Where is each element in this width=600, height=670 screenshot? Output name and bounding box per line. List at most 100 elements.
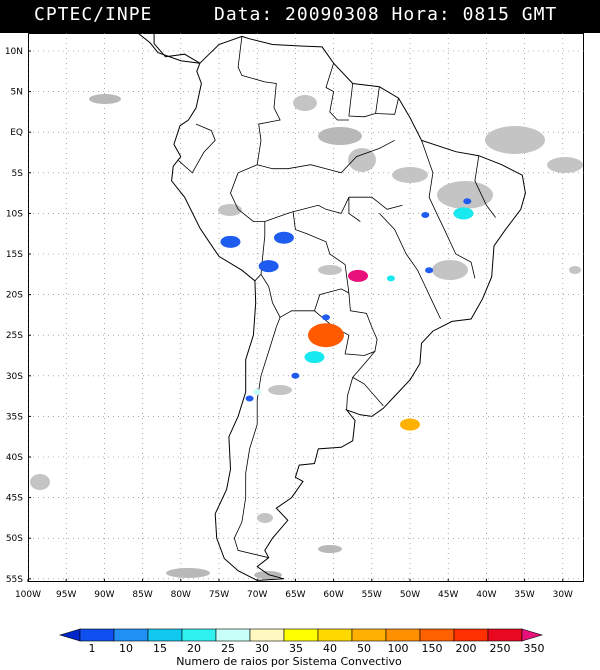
- lat-tick-label: 5N: [11, 88, 23, 98]
- datetime-label: Data: 20090308 Hora: 0815 GMT: [214, 4, 558, 25]
- colorbar-tick-label: 350: [524, 642, 545, 655]
- country-border: [348, 196, 403, 210]
- cloud-patch: [547, 157, 583, 173]
- cloud-patch: [485, 126, 545, 154]
- country-border: [292, 211, 350, 311]
- colorbar: 1 10 15 20 25 30 35 40 50 100 150 200 250 350: [58, 628, 545, 655]
- axis-ticks: 10N 5N EQ 5S 10S 15S 20S 25S 30S 35S 40S 45S 50S 55S 1…: [5, 47, 573, 600]
- country-border: [230, 164, 266, 282]
- cloud-patch: [254, 571, 282, 579]
- cloud-layer: [30, 94, 583, 579]
- storm-cell: [258, 260, 279, 273]
- storm-cell: [421, 212, 430, 219]
- colorbar-tick-label: 250: [490, 642, 511, 655]
- header-bar: CPTEC/INPE Data: 20090308 Hora: 0815 GMT: [0, 0, 600, 33]
- lon-tick-label: 40W: [476, 590, 496, 600]
- colorbar-tick-label: 30: [255, 642, 269, 655]
- cloud-patch: [257, 513, 273, 523]
- colorbar-tick-label: 100: [388, 642, 409, 655]
- country-border: [237, 36, 281, 165]
- country-border: [264, 197, 361, 222]
- lat-tick-label: 45S: [6, 494, 23, 504]
- country-border: [233, 326, 277, 559]
- lat-tick-label: EQ: [10, 128, 23, 138]
- colorbar-swatch: [419, 628, 455, 642]
- colorbar-swatch: [215, 628, 251, 642]
- cloud-patch: [432, 260, 468, 280]
- lon-tick-label: 95W: [56, 590, 76, 600]
- lon-tick-label: 50W: [400, 590, 420, 600]
- country-border: [348, 83, 380, 118]
- country-border: [375, 98, 399, 115]
- cloud-patch: [392, 167, 428, 183]
- country-border: [474, 155, 496, 218]
- lat-tick-label: 30S: [6, 372, 23, 382]
- country-border: [421, 140, 476, 279]
- colorbar-tick-label: 10: [119, 642, 133, 655]
- lon-tick-label: 90W: [94, 590, 114, 600]
- colorbar-tick-label: 40: [323, 642, 337, 655]
- colorbar-tick-label: 150: [422, 642, 443, 655]
- lon-tick-label: 60W: [323, 590, 343, 600]
- agency-label: CPTEC/INPE: [34, 4, 153, 25]
- lon-tick-label: 100W: [15, 590, 41, 600]
- lat-tick-label: 15S: [6, 250, 23, 260]
- country-border: [279, 310, 315, 318]
- colorbar-arrow-right: [521, 628, 544, 642]
- cloud-patch: [318, 127, 362, 145]
- lat-tick-label: 10S: [6, 209, 23, 219]
- colorbar-swatch: [351, 628, 387, 642]
- lat-tick-label: 10N: [5, 47, 23, 57]
- storm-cell: [425, 267, 434, 274]
- storm-cell: [220, 235, 241, 248]
- lon-tick-label: 65W: [285, 590, 305, 600]
- storm-cell: [304, 351, 325, 364]
- central-america-coast: [137, 33, 200, 64]
- cloud-patch: [268, 385, 292, 395]
- storm-cell: [307, 323, 344, 348]
- lon-tick-label: 45W: [438, 590, 458, 600]
- colorbar-tick-label: 20: [187, 642, 201, 655]
- colorbar-tick-label: 50: [357, 642, 371, 655]
- country-border: [379, 213, 441, 320]
- cloud-patch: [166, 568, 210, 578]
- colorbar-swatch: [385, 628, 421, 642]
- lat-tick-label: 25S: [6, 331, 23, 341]
- storm-cell: [253, 389, 262, 396]
- cloud-patch: [318, 265, 342, 275]
- colorbar-swatch: [453, 628, 489, 642]
- country-borders: [137, 33, 526, 581]
- country-border: [260, 274, 281, 328]
- storm-cell: [386, 275, 395, 282]
- colorbar-tick-label: 1: [89, 642, 96, 655]
- lat-tick-label: 5S: [12, 169, 24, 179]
- lat-tick-label: 20S: [6, 291, 23, 301]
- colorbar-tick-label: 25: [221, 642, 235, 655]
- country-border: [257, 139, 395, 174]
- storm-cell: [348, 269, 369, 282]
- colorbar-swatch: [113, 628, 149, 642]
- cloud-patch: [437, 181, 493, 209]
- lat-tick-label: 50S: [6, 534, 23, 544]
- storm-cells: [220, 198, 474, 431]
- cloud-patch: [348, 148, 376, 172]
- lon-tick-label: 75W: [209, 590, 229, 600]
- lon-tick-label: 80W: [171, 590, 191, 600]
- cloud-patch: [293, 95, 317, 111]
- south-america-coastline: [171, 35, 526, 581]
- country-border: [178, 123, 216, 174]
- central-america-coast: [153, 33, 201, 64]
- colorbar-tick-label: 200: [456, 642, 477, 655]
- lon-tick-label: 85W: [132, 590, 152, 600]
- colorbar-title: Numero de raios por Sistema Convectivo: [176, 655, 402, 668]
- colorbar-swatch: [79, 628, 115, 642]
- colorbar-swatch: [487, 628, 523, 642]
- cloud-patch: [318, 545, 342, 553]
- colorbar-tick-label: 35: [289, 642, 303, 655]
- storm-cell: [321, 314, 330, 321]
- country-border: [352, 351, 384, 407]
- grid-layer: [28, 33, 584, 582]
- lat-tick-label: 55S: [6, 575, 23, 585]
- colorbar-swatch: [283, 628, 319, 642]
